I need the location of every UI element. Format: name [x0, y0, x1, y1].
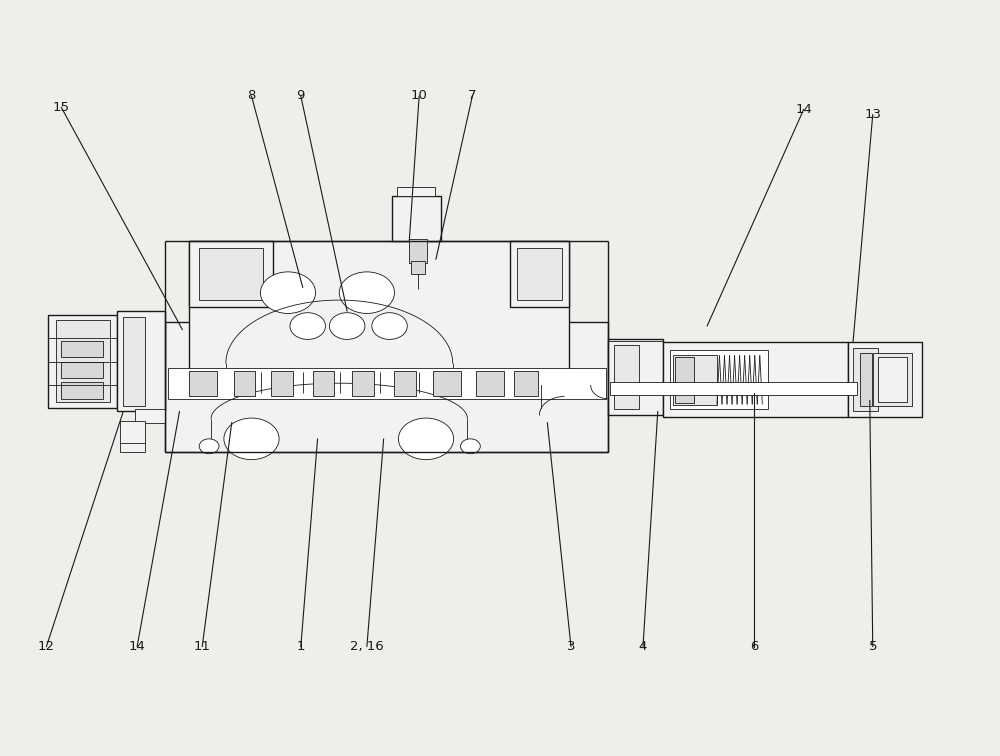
- Bar: [510, 240, 569, 308]
- Bar: [61, 361, 103, 378]
- Text: 1: 1: [297, 640, 305, 653]
- Bar: [848, 342, 922, 417]
- Circle shape: [398, 418, 454, 460]
- Bar: [135, 409, 165, 423]
- Circle shape: [199, 438, 219, 454]
- Bar: [608, 339, 663, 415]
- Bar: [514, 370, 538, 396]
- Bar: [352, 370, 374, 396]
- Text: 7: 7: [468, 89, 477, 103]
- Bar: [878, 358, 907, 401]
- Bar: [189, 240, 273, 308]
- Text: 10: 10: [411, 89, 428, 103]
- Bar: [433, 370, 461, 396]
- Bar: [397, 187, 435, 197]
- Bar: [663, 342, 848, 417]
- Circle shape: [260, 272, 316, 314]
- Bar: [517, 248, 562, 300]
- Bar: [189, 240, 569, 386]
- Circle shape: [224, 418, 279, 460]
- Circle shape: [339, 272, 394, 314]
- Bar: [392, 197, 441, 240]
- Bar: [675, 358, 694, 403]
- Bar: [199, 248, 263, 300]
- Bar: [165, 322, 608, 452]
- Bar: [853, 348, 878, 411]
- Bar: [189, 370, 217, 396]
- Text: 5: 5: [868, 640, 877, 653]
- Bar: [670, 350, 768, 409]
- Bar: [673, 355, 717, 405]
- Bar: [48, 315, 117, 407]
- Bar: [409, 239, 427, 263]
- Text: 6: 6: [750, 640, 759, 653]
- Text: 14: 14: [795, 103, 812, 116]
- Bar: [860, 353, 872, 406]
- Circle shape: [290, 313, 325, 339]
- Text: 2, 16: 2, 16: [350, 640, 384, 653]
- Bar: [394, 370, 416, 396]
- Bar: [61, 383, 103, 398]
- Text: 11: 11: [194, 640, 211, 653]
- Bar: [610, 382, 857, 395]
- Bar: [614, 345, 639, 409]
- Text: 12: 12: [38, 640, 55, 653]
- Text: 8: 8: [247, 89, 256, 103]
- Text: 9: 9: [297, 89, 305, 103]
- Text: 3: 3: [567, 640, 575, 653]
- Circle shape: [329, 313, 365, 339]
- Text: 13: 13: [864, 108, 881, 121]
- Bar: [61, 341, 103, 358]
- Bar: [123, 318, 145, 406]
- Text: 15: 15: [53, 101, 70, 113]
- Text: 14: 14: [129, 640, 146, 653]
- Bar: [56, 320, 110, 401]
- Circle shape: [372, 313, 407, 339]
- Bar: [873, 353, 912, 406]
- Bar: [168, 367, 606, 398]
- Bar: [271, 370, 293, 396]
- Text: 4: 4: [639, 640, 647, 653]
- Bar: [411, 261, 425, 274]
- Bar: [117, 311, 165, 411]
- Circle shape: [461, 438, 480, 454]
- Bar: [313, 370, 334, 396]
- Bar: [476, 370, 504, 396]
- Bar: [120, 421, 145, 452]
- Bar: [234, 370, 255, 396]
